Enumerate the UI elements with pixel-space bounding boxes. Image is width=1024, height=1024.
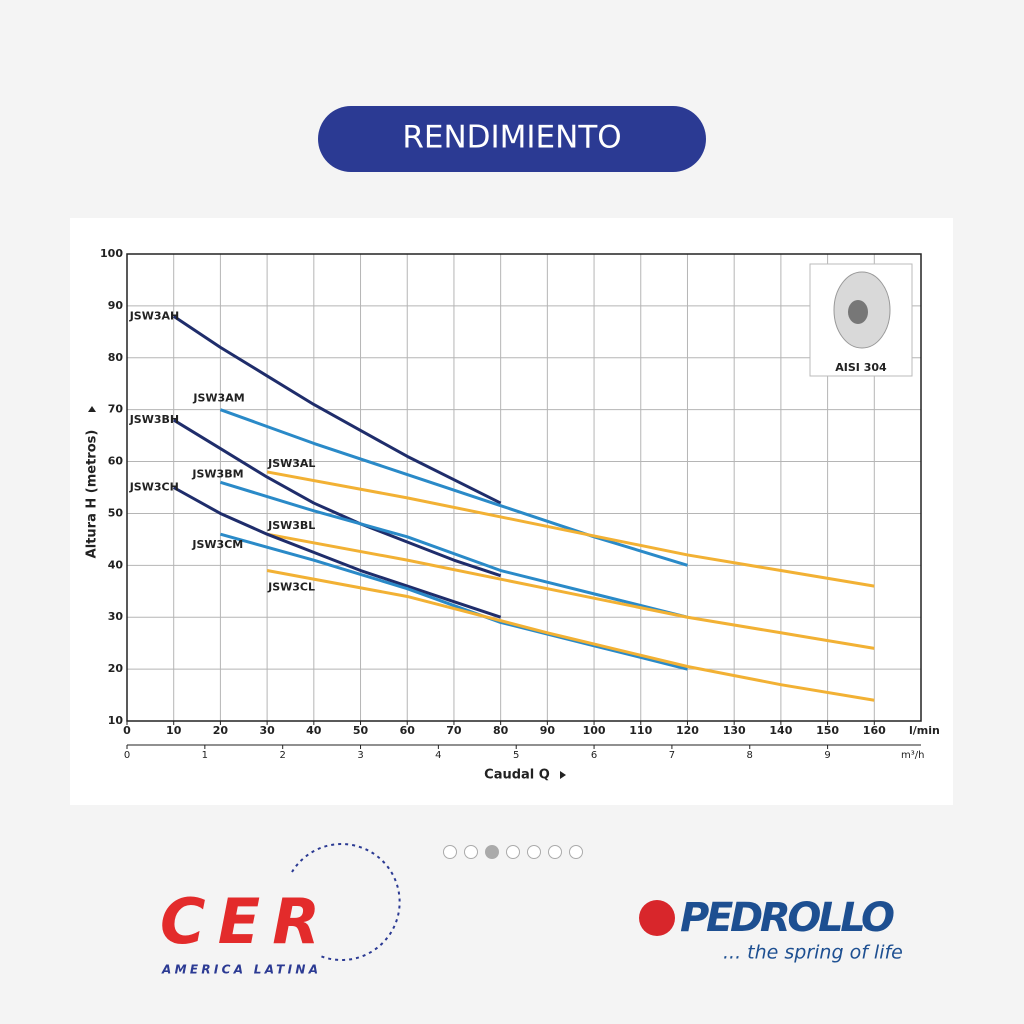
x-tick-label: 70 xyxy=(446,724,462,737)
curve xyxy=(266,470,875,588)
page-dot[interactable] xyxy=(443,845,457,859)
inset: AISI 304 xyxy=(809,263,913,377)
x-tick-label: 160 xyxy=(863,724,886,737)
curve xyxy=(172,315,502,505)
x-tick-label: 100 xyxy=(583,724,606,737)
logo-pedrollo-mark xyxy=(639,900,675,936)
x2-unit: m³/h xyxy=(901,750,924,761)
curve xyxy=(266,532,875,650)
page-dot[interactable] xyxy=(548,845,562,859)
y-tick-label: 40 xyxy=(108,558,124,571)
x-tick-label: 60 xyxy=(400,724,416,737)
x-tick-label: 120 xyxy=(676,724,699,737)
x2-tick-label: 9 xyxy=(824,750,830,761)
curve xyxy=(219,408,688,567)
series-label: JSW3BM xyxy=(191,467,243,480)
x2-tick-label: 4 xyxy=(435,750,441,761)
y-tick-label: 100 xyxy=(100,247,123,260)
x-tick-label: 110 xyxy=(629,724,652,737)
header-pill xyxy=(318,106,706,172)
x-tick-label: 150 xyxy=(816,724,839,737)
x-tick-label: 130 xyxy=(723,724,746,737)
x2-tick-label: 0 xyxy=(124,750,130,761)
impeller-hub xyxy=(848,300,868,324)
series-label: JSW3AM xyxy=(192,392,244,405)
curve xyxy=(219,480,688,619)
logo-pedrollo-sub: ... the spring of life xyxy=(723,942,903,964)
series-label: JSW3BH xyxy=(129,413,179,426)
page-dot-active[interactable] xyxy=(485,845,499,859)
x-tick-label: 50 xyxy=(353,724,369,737)
axis-arrow xyxy=(88,406,96,412)
x2-tick-label: 8 xyxy=(747,750,753,761)
logo-dial xyxy=(291,843,401,962)
series-label: JSW3CH xyxy=(129,481,179,494)
curve xyxy=(220,532,688,671)
logo-cer: CER AMERICA LATINA xyxy=(160,843,401,977)
axis-arrow xyxy=(560,771,566,779)
series-label: JSW3BL xyxy=(267,519,315,532)
x2-tick-label: 2 xyxy=(279,750,285,761)
x-tick-label: 40 xyxy=(306,724,322,737)
x-tick-label: 10 xyxy=(166,724,182,737)
pagination xyxy=(443,845,583,859)
curve xyxy=(172,418,502,578)
x-axis-label: Caudal Q xyxy=(484,768,550,783)
plot-frame xyxy=(126,253,922,722)
logo-cer-sub: AMERICA LATINA xyxy=(161,963,318,977)
page-dot[interactable] xyxy=(569,845,583,859)
y-tick-label: 70 xyxy=(108,403,124,416)
x-tick-label: 80 xyxy=(493,724,509,737)
plot-area xyxy=(127,254,921,721)
y-tick-label: 30 xyxy=(108,610,124,623)
y-tick-label: 20 xyxy=(108,662,124,675)
series-label: JSW3CL xyxy=(267,581,315,594)
y-tick-label: 60 xyxy=(108,455,124,468)
curve xyxy=(266,569,875,702)
x-unit: l/min xyxy=(909,724,940,737)
x-tick-label: 30 xyxy=(259,724,275,737)
x2-tick-label: 5 xyxy=(513,750,519,761)
series-label: JSW3AH xyxy=(129,309,180,322)
inset-label: AISI 304 xyxy=(835,361,887,374)
page-dot[interactable] xyxy=(506,845,520,859)
series-label: JSW3AL xyxy=(267,457,315,470)
x2-tick-label: 6 xyxy=(591,750,597,761)
y-tick-label: 10 xyxy=(108,714,124,727)
y-tick-label: 50 xyxy=(108,506,124,519)
logo-pedrollo-text: PEDROLLO xyxy=(680,895,895,941)
logo-cer-text: CER xyxy=(160,885,320,958)
logo-pedrollo: PEDROLLO ... the spring of life xyxy=(639,895,903,964)
x2-tick-label: 3 xyxy=(357,750,363,761)
page-dot[interactable] xyxy=(527,845,541,859)
x-tick-label: 0 xyxy=(123,724,131,737)
x-tick-label: 90 xyxy=(540,724,556,737)
x-tick-label: 140 xyxy=(769,724,792,737)
y-tick-label: 90 xyxy=(108,299,124,312)
page-dot[interactable] xyxy=(464,845,478,859)
x-tick-label: 20 xyxy=(213,724,229,737)
header-title: RENDIMIENTO xyxy=(402,120,621,156)
x2-tick-label: 7 xyxy=(669,750,675,761)
curve xyxy=(172,486,502,619)
series-label: JSW3CM xyxy=(191,538,243,551)
y-axis-label: Altura H (metros) xyxy=(85,430,100,559)
x2-tick-label: 1 xyxy=(202,750,208,761)
y-tick-label: 80 xyxy=(108,351,124,364)
